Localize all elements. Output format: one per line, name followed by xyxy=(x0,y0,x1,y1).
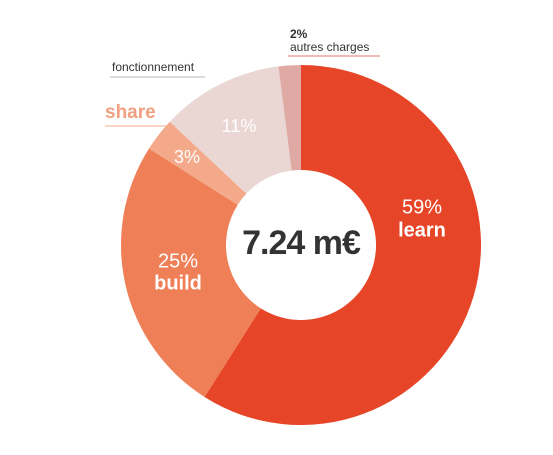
category-label: build xyxy=(154,272,202,294)
labels: 59%learn 25%build 3% share 11% fonctionnement… xyxy=(105,27,446,294)
value-label: 3% xyxy=(174,147,200,167)
category-label: learn xyxy=(398,219,446,241)
slice xyxy=(149,121,247,205)
category-label: autres charges xyxy=(290,40,369,54)
value-label: 59% xyxy=(402,196,442,218)
value-label: 2% xyxy=(290,27,308,41)
slice xyxy=(278,65,301,171)
slice xyxy=(204,65,481,425)
slice xyxy=(169,66,292,194)
slices xyxy=(121,65,481,425)
value-label: 11% xyxy=(222,116,257,136)
slice xyxy=(121,148,261,397)
category-label: fonctionnement xyxy=(112,60,195,74)
category-label: share xyxy=(105,102,156,123)
value-label: 25% xyxy=(158,250,198,272)
center-label: 7.24 m€ xyxy=(242,224,361,262)
